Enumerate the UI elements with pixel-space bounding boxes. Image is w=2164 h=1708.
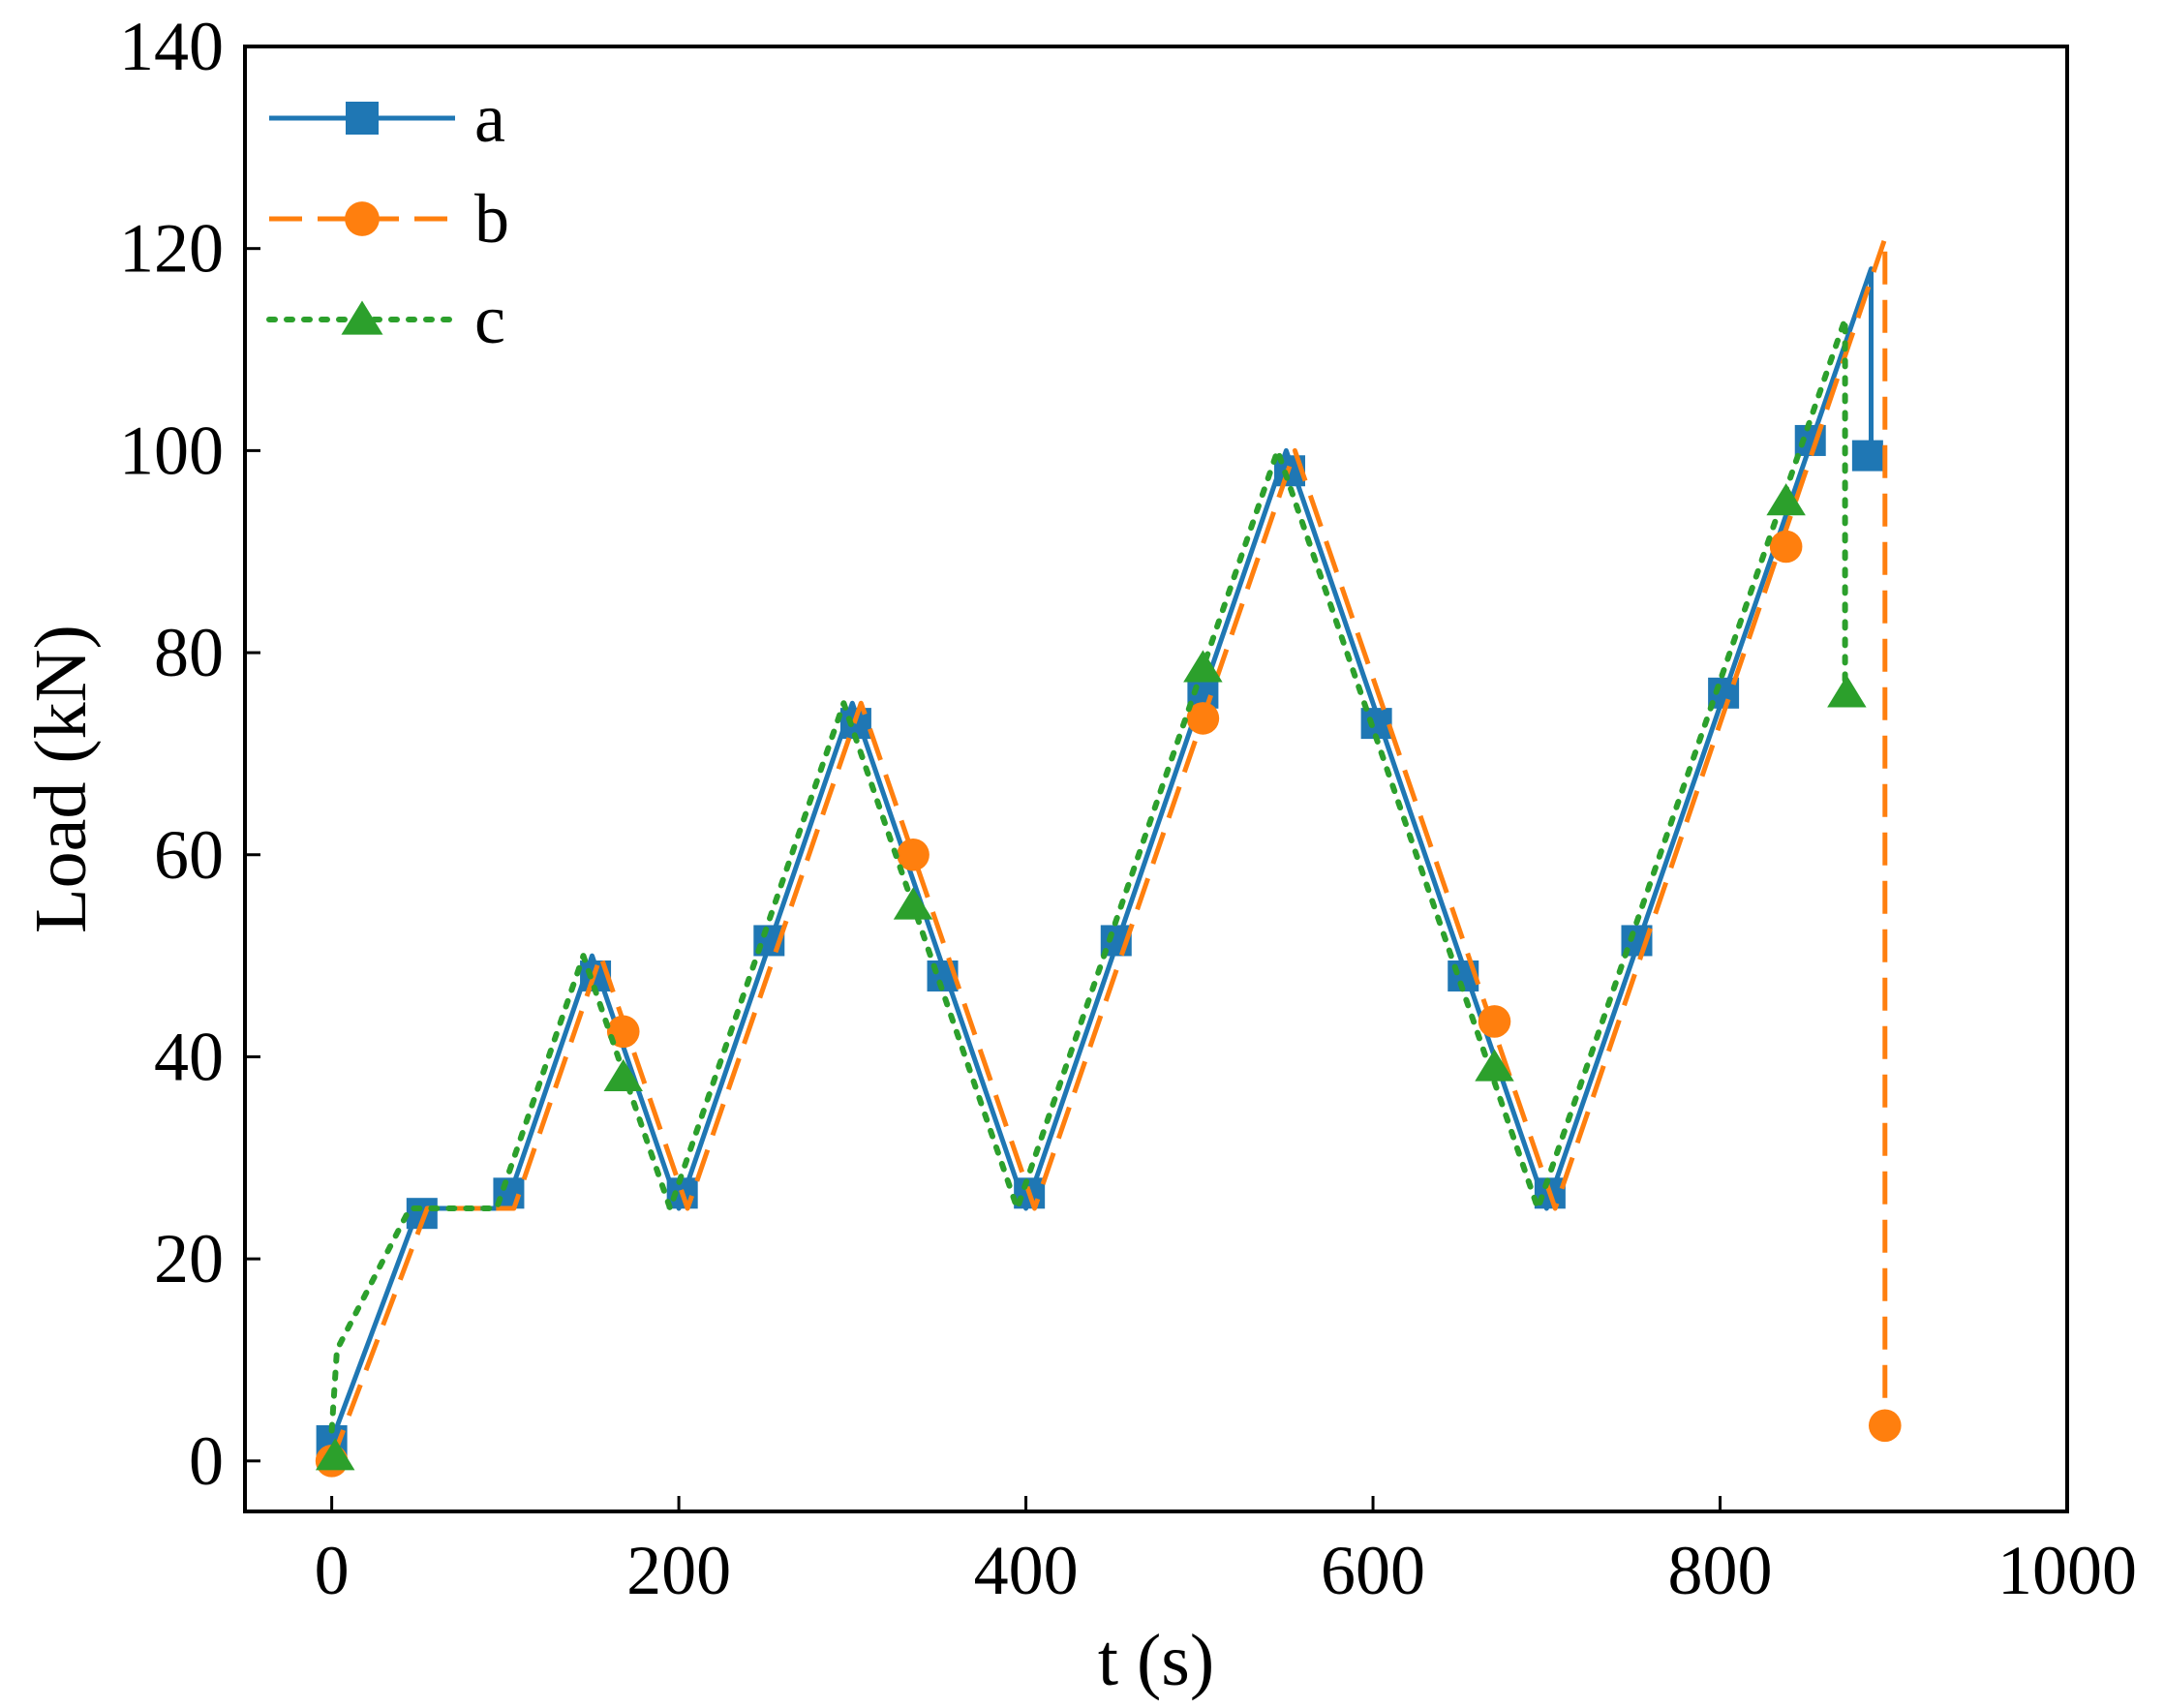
data-point-c — [1183, 650, 1223, 683]
y-tick-label: 100 — [119, 412, 224, 489]
y-tick-label: 60 — [154, 816, 224, 894]
series-line-a — [329, 266, 1874, 1442]
y-axis-label: Load (kN) — [20, 625, 102, 933]
data-point-c — [1766, 483, 1806, 516]
legend-marker — [341, 300, 383, 335]
data-point-b — [1478, 1005, 1511, 1038]
x-tick-label: 1000 — [1997, 1532, 2137, 1609]
legend-item-c: c — [266, 281, 505, 358]
data-point-b — [1186, 702, 1220, 735]
legend-item-a: a — [269, 79, 505, 157]
data-point-c — [1827, 675, 1867, 708]
legend-item-b: b — [269, 180, 509, 258]
data-point-c — [1475, 1049, 1514, 1082]
series-layer — [315, 235, 1902, 1478]
y-tick-label: 0 — [189, 1422, 224, 1500]
series-a — [316, 266, 1883, 1456]
data-point-c — [893, 887, 933, 920]
x-tick-label: 400 — [974, 1532, 1079, 1609]
legend-label: c — [474, 281, 505, 358]
plot-frame — [243, 45, 2069, 1513]
y-tick-label: 40 — [154, 1018, 224, 1095]
legend-marker — [345, 201, 380, 236]
axis-ticks: 0 200 400 600 800 1000 0 20 40 60 80 100 120 140 — [119, 8, 2137, 1609]
legend-label: b — [474, 180, 509, 258]
legend: abc — [266, 79, 509, 358]
data-point-b — [1869, 1409, 1902, 1443]
y-tick-label: 120 — [119, 210, 224, 288]
data-point-b — [1769, 530, 1803, 564]
data-point-a — [1851, 440, 1883, 472]
y-tick-label: 80 — [154, 614, 224, 691]
x-axis-label: t (s) — [1098, 1620, 1214, 1701]
x-tick-label: 800 — [1668, 1532, 1773, 1609]
y-tick-label: 20 — [154, 1220, 224, 1297]
series-line-c — [328, 316, 1848, 1434]
y-tick-label: 140 — [119, 8, 224, 85]
data-point-c — [603, 1058, 643, 1092]
legend-label: a — [474, 79, 505, 157]
x-tick-label: 0 — [315, 1532, 350, 1609]
legend-marker — [346, 102, 379, 135]
x-tick-label: 200 — [626, 1532, 731, 1609]
series-c — [315, 316, 1867, 1471]
series-line-b — [329, 235, 1888, 1462]
series-b — [315, 235, 1902, 1478]
x-tick-label: 600 — [1321, 1532, 1425, 1609]
data-point-b — [897, 838, 930, 871]
data-point-c — [315, 1438, 355, 1471]
